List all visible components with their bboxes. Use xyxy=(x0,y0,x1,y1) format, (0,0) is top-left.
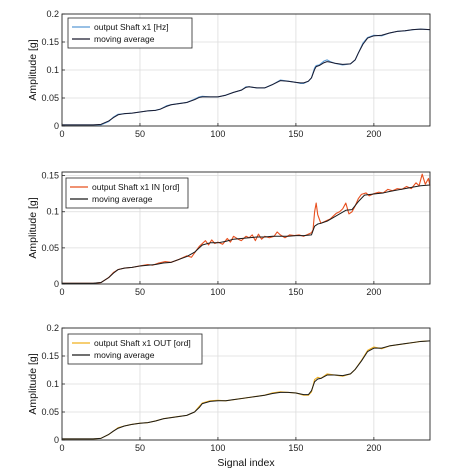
x-tick-label: 50 xyxy=(135,129,145,139)
axes-box xyxy=(61,171,431,285)
chart-panel-2: 0 50 100 150 200 0 0.05 0.1 0.15 Amplitude [g] out… xyxy=(27,171,431,297)
x-tick-label: 200 xyxy=(366,443,381,453)
legend-entry: output Shaft x1 [Hz] xyxy=(94,22,169,32)
x-tick-label: 0 xyxy=(59,287,64,297)
chart-panel-1: 0 50 100 150 200 0 0.05 0.1 0.15 0.2 Amplitude [g]… xyxy=(27,9,431,139)
y-tick-label: 0.15 xyxy=(41,37,59,47)
x-tick-label: 100 xyxy=(210,443,225,453)
y-tick-label: 0.05 xyxy=(41,243,59,253)
x-tick-label: 50 xyxy=(135,443,145,453)
y-tick-label: 0 xyxy=(54,435,59,445)
legend-box xyxy=(65,177,189,209)
y-tick-label: 0.1 xyxy=(46,65,59,75)
y-tick-label: 0.2 xyxy=(46,9,59,19)
legend-box xyxy=(67,333,203,365)
y-tick-label: 0.15 xyxy=(41,171,59,181)
series-line-moving-average xyxy=(62,340,431,440)
y-tick-label: 0.05 xyxy=(41,407,59,417)
y-tick-label: 0 xyxy=(54,121,59,131)
x-tick-label: 50 xyxy=(135,287,145,297)
legend: output Shaft x1 [Hz] moving average xyxy=(67,17,193,49)
series-line-moving-average xyxy=(62,184,431,284)
x-tick-label: 0 xyxy=(59,129,64,139)
x-tick-label: 150 xyxy=(288,443,303,453)
legend-entry: moving average xyxy=(94,350,155,360)
y-tick-label: 0.05 xyxy=(41,93,59,103)
x-tick-label: 200 xyxy=(366,287,381,297)
x-tick-label: 200 xyxy=(366,129,381,139)
x-axis-label: Signal index xyxy=(217,457,275,469)
chart-panel-3: 0 50 100 150 200 0 0.05 0.1 0.15 0.2 Amplitude [g]… xyxy=(27,323,431,469)
legend-entry: moving average xyxy=(94,34,155,44)
y-axis-label: Amplitude [g] xyxy=(27,353,39,414)
legend-entry: output Shaft x1 OUT [ord] xyxy=(94,338,191,348)
y-tick-label: 0.1 xyxy=(46,379,59,389)
x-tick-label: 150 xyxy=(288,129,303,139)
x-tick-label: 0 xyxy=(59,443,64,453)
y-tick-label: 0.1 xyxy=(46,207,59,217)
y-axis-label: Amplitude [g] xyxy=(27,197,39,258)
x-tick-label: 150 xyxy=(288,287,303,297)
legend: output Shaft x1 IN [ord] moving average xyxy=(65,177,189,209)
legend-box xyxy=(67,17,193,49)
legend: output Shaft x1 OUT [ord] moving average xyxy=(67,333,203,365)
x-tick-label: 100 xyxy=(210,129,225,139)
legend-entry: moving average xyxy=(92,194,153,204)
legend-entry: output Shaft x1 IN [ord] xyxy=(92,182,179,192)
x-tick-label: 100 xyxy=(210,287,225,297)
y-tick-label: 0.15 xyxy=(41,351,59,361)
y-tick-label: 0.2 xyxy=(46,323,59,333)
series-line-moving-average xyxy=(62,28,431,126)
y-tick-label: 0 xyxy=(54,279,59,289)
y-axis-label: Amplitude [g] xyxy=(27,39,39,100)
